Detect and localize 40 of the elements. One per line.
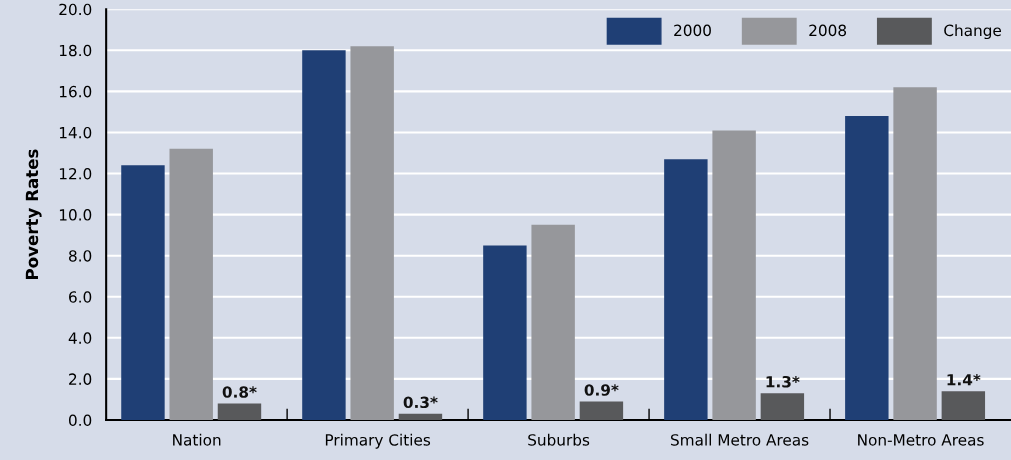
- bar: [217, 403, 262, 420]
- x-tick-label: Nation: [173, 433, 221, 446]
- bar: [579, 401, 624, 420]
- x-tick-label: Small Metro Areas: [671, 433, 809, 446]
- bar: [121, 165, 165, 420]
- y-tick-label: 12.0: [59, 167, 92, 180]
- bar: [941, 391, 986, 420]
- bar: [893, 87, 937, 420]
- data-label: 1.3*: [766, 375, 800, 388]
- y-axis-title: Poverty Rates: [25, 149, 42, 280]
- legend-label: Change: [944, 24, 1002, 40]
- bar: [350, 46, 394, 420]
- bar: [169, 148, 213, 420]
- bar: [483, 245, 527, 420]
- y-tick-label: 20.0: [59, 3, 92, 16]
- data-label: 0.8*: [222, 386, 257, 398]
- bar: [531, 224, 575, 420]
- legend-label: 2000: [674, 24, 711, 37]
- y-tick-label: 8.0: [69, 250, 92, 262]
- bar: [302, 50, 346, 420]
- y-tick-label: 16.0: [59, 85, 92, 98]
- bar: [760, 393, 805, 420]
- x-tick-label: Primary Cities: [325, 433, 431, 449]
- bar: [845, 116, 889, 420]
- data-label: 1.4*: [947, 373, 981, 386]
- bar: [712, 130, 756, 420]
- y-tick-label: 4.0: [68, 332, 92, 344]
- x-tick-label: Suburbs: [528, 433, 590, 446]
- y-tick-label: 2.0: [69, 373, 92, 385]
- data-label: 0.9*: [584, 384, 619, 396]
- bar: [398, 413, 443, 420]
- y-tick-label: 14.0: [59, 126, 92, 139]
- legend-label: 2008: [809, 24, 847, 37]
- y-tick-label: 18.0: [59, 44, 92, 57]
- bar: [664, 159, 708, 420]
- x-tick-label: Non-Metro Areas: [858, 434, 984, 446]
- y-tick-label: 0.0: [68, 414, 92, 426]
- y-tick-label: 6.0: [69, 291, 92, 303]
- y-tick-label: 10.0: [59, 209, 92, 221]
- data-label: 0.3*: [403, 396, 438, 409]
